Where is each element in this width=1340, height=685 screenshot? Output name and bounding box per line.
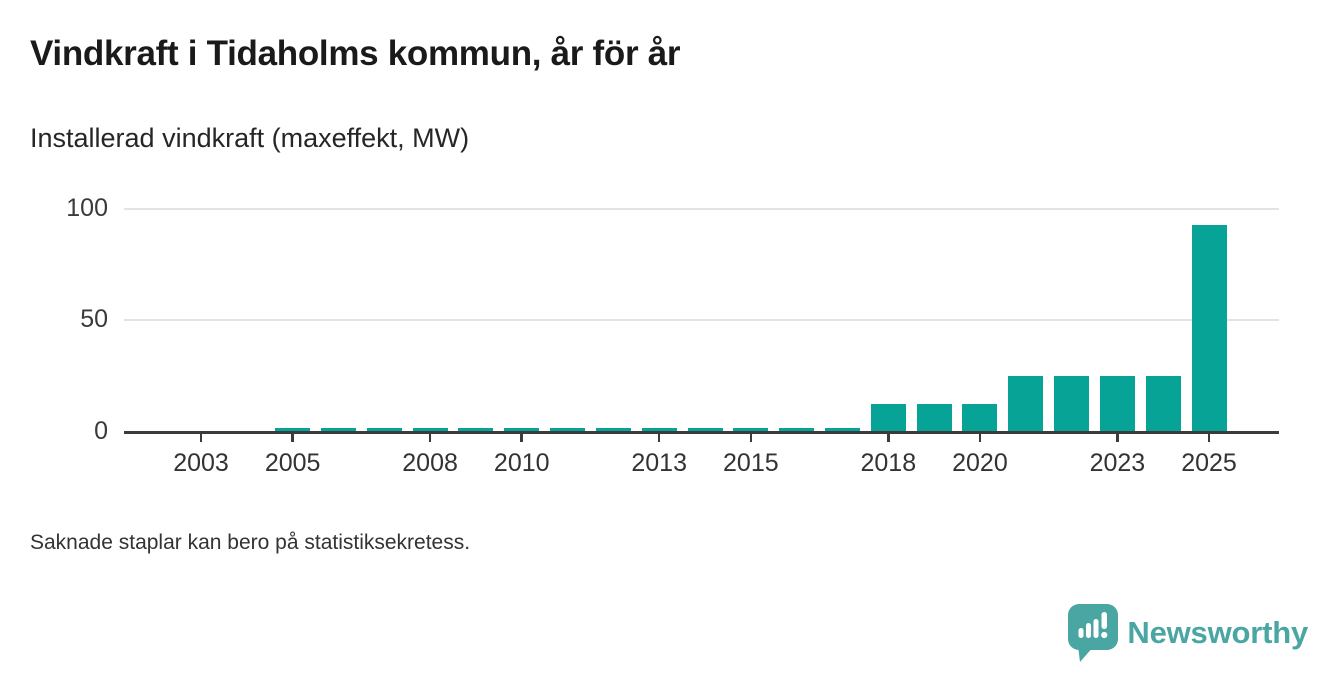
bar	[733, 427, 769, 432]
x-axis-label: 2020	[952, 449, 1008, 477]
bar	[412, 427, 448, 432]
bar	[779, 427, 815, 432]
bar	[595, 427, 631, 432]
bar	[320, 427, 356, 432]
bar	[641, 427, 677, 432]
bar	[870, 404, 906, 432]
grid-line	[124, 319, 1279, 322]
x-axis-label: 2015	[723, 449, 779, 477]
bar	[962, 404, 998, 432]
x-axis-tick	[428, 434, 432, 442]
x-axis-tick	[1207, 434, 1211, 442]
grid-line	[124, 207, 1279, 210]
bar	[1191, 225, 1227, 432]
x-axis-label: 2003	[173, 449, 229, 477]
y-axis-label: 0	[94, 417, 108, 445]
speech-bubble-bar-chart-icon	[1068, 604, 1119, 662]
y-axis-label: 100	[66, 193, 108, 222]
y-axis-label: 50	[80, 305, 108, 334]
x-axis-label: 2010	[493, 449, 550, 477]
bar	[1099, 376, 1135, 432]
bar	[1008, 376, 1044, 432]
bar	[824, 427, 860, 432]
chart-subtitle: Installerad vindkraft (maxeffekt, MW)	[30, 123, 470, 153]
x-axis-tick	[978, 434, 982, 442]
x-axis-label: 2005	[264, 449, 321, 477]
bar	[458, 427, 494, 432]
bar	[366, 427, 402, 432]
x-axis-label: 2025	[1181, 449, 1237, 477]
x-axis-tick	[657, 434, 661, 442]
bar	[916, 404, 952, 432]
brand-lockup: Newsworthy	[1068, 604, 1308, 662]
x-axis-tick	[887, 434, 890, 442]
footnote: Saknade staplar kan bero på statistiksek…	[30, 531, 471, 554]
bar	[275, 427, 311, 432]
x-axis-label: 2018	[860, 449, 917, 477]
x-axis-label: 2013	[631, 449, 687, 477]
x-axis-tick	[199, 434, 203, 442]
bar	[687, 427, 723, 432]
x-axis-label: 2008	[402, 449, 458, 477]
bar	[1054, 376, 1090, 432]
bar	[1145, 376, 1181, 432]
newsworthy-wordmark: Newsworthy	[1127, 615, 1308, 650]
bar	[504, 427, 540, 432]
x-axis-label: 2023	[1089, 449, 1146, 477]
x-axis-line	[124, 431, 1279, 434]
x-axis-tick	[1116, 434, 1119, 442]
x-axis-tick	[291, 434, 294, 442]
bar	[550, 427, 586, 432]
page-title: Vindkraft i Tidaholms kommun, år för år	[30, 34, 681, 73]
x-axis-tick	[749, 434, 753, 442]
x-axis-tick	[520, 434, 523, 442]
